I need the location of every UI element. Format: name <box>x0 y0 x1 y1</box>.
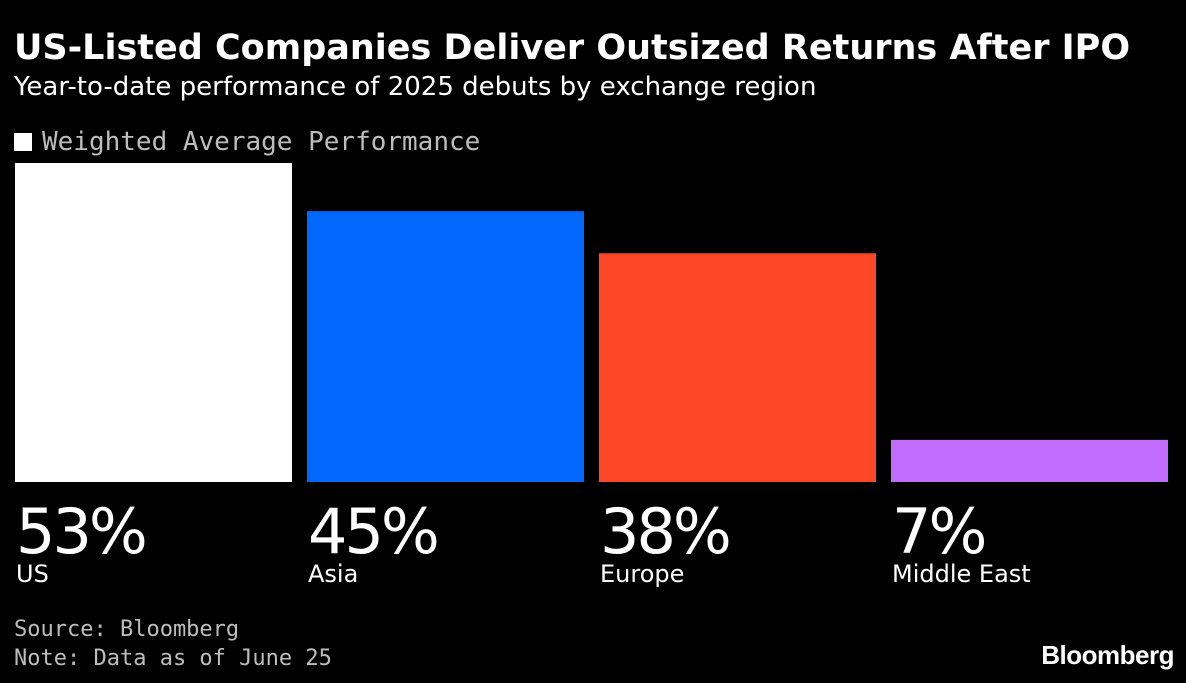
bar-us <box>15 163 292 482</box>
chart-legend: Weighted Average Performance <box>14 125 480 159</box>
category-label: Europe <box>600 560 684 588</box>
bar-middle-east <box>891 439 1168 482</box>
source-note: Source: Bloomberg <box>14 617 240 642</box>
chart-subtitle: Year-to-date performance of 2025 debuts … <box>14 72 817 102</box>
chart-title: US-Listed Companies Deliver Outsized Ret… <box>14 28 1131 68</box>
bloomberg-logo: Bloomberg <box>1041 640 1174 670</box>
category-label: US <box>16 560 49 588</box>
value-label: 53% <box>16 495 145 568</box>
bar-europe <box>599 253 876 482</box>
bar-chart: 53%US 45%Asia 38%Europe 7%Middle East <box>15 163 1168 588</box>
bar-asia <box>307 211 584 482</box>
value-label: 7% <box>892 495 984 568</box>
legend-label: Weighted Average Performance <box>42 127 481 157</box>
data-note: Note: Data as of June 25 <box>14 646 332 671</box>
value-label: 45% <box>308 495 437 568</box>
category-label: Middle East <box>892 560 1031 588</box>
legend-swatch <box>14 133 32 151</box>
value-label: 38% <box>600 495 729 568</box>
category-label: Asia <box>308 560 358 588</box>
